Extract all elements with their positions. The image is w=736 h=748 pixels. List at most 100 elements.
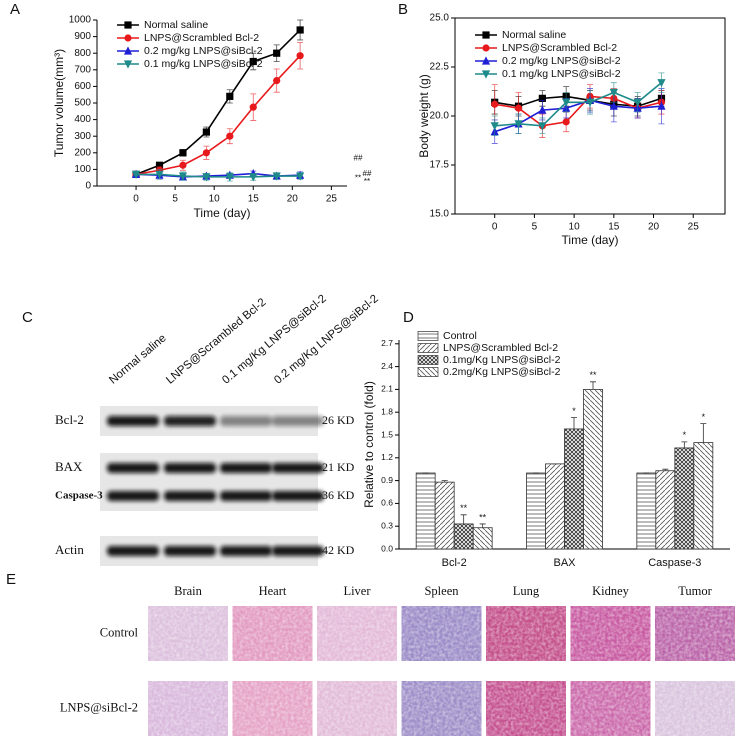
y-tick-label: 1000 <box>69 15 92 26</box>
histology-texture <box>570 681 651 736</box>
bar <box>526 472 546 550</box>
lane-label: 0.1 mg/Kg LNPS@siBcl-2 <box>220 293 329 387</box>
blot-band <box>272 546 324 556</box>
panel-label: E <box>6 571 16 588</box>
histology-texture <box>570 606 651 661</box>
marker <box>538 94 546 102</box>
significance: ** <box>460 503 468 513</box>
marker <box>124 21 132 29</box>
marker <box>609 101 618 110</box>
marker <box>226 92 234 100</box>
significance: * <box>683 430 687 440</box>
x-tick-label: 0 <box>492 222 498 233</box>
legend-label: Control <box>443 330 477 342</box>
marker <box>179 149 187 157</box>
bar <box>415 472 436 550</box>
bar <box>564 428 584 550</box>
y-tick-label: 0.3 <box>381 520 393 530</box>
band-size: 21 KD <box>322 460 355 474</box>
significance: * <box>572 406 576 416</box>
y-axis-label: Tumor volume(mm³) <box>52 49 66 157</box>
y-tick-label: 0.0 <box>381 543 393 553</box>
y-tick-label: 15.0 <box>430 209 450 220</box>
x-tick-label: 15 <box>248 194 260 205</box>
marker <box>482 31 490 39</box>
histology-texture <box>148 681 228 736</box>
blot-band <box>164 546 216 556</box>
marker <box>657 79 666 88</box>
lane-label: 0.2 mg/Kg LNPS@siBcl-2 <box>272 293 381 387</box>
y-tick-label: 22.5 <box>430 62 450 73</box>
marker <box>155 170 164 179</box>
x-tick-label: 20 <box>287 194 299 205</box>
x-tick-label: 25 <box>326 194 338 205</box>
y-tick-label: 1.5 <box>381 429 393 439</box>
x-axis-label: Time (day) <box>562 233 619 247</box>
blot-band <box>272 416 324 426</box>
marker <box>249 173 258 182</box>
bar <box>655 470 676 550</box>
marker <box>202 128 210 136</box>
legend-swatch <box>417 367 439 377</box>
marker <box>124 34 132 42</box>
histology-texture <box>232 681 313 736</box>
tissue-label: Tumor <box>678 584 712 598</box>
y-tick-label: 25.0 <box>430 13 450 24</box>
histology-texture <box>401 681 482 736</box>
histology-texture <box>655 681 735 736</box>
lane-label: Normal saline <box>107 332 169 386</box>
marker <box>226 132 234 140</box>
y-tick-label: 0.6 <box>381 498 393 508</box>
band-size: 36 KD <box>322 488 355 502</box>
significance: ** <box>589 370 597 380</box>
y-axis-label: Relative to control (fold) <box>362 381 376 508</box>
bar <box>472 527 493 550</box>
marker <box>562 118 570 126</box>
error-bar <box>441 480 448 483</box>
y-tick-label: 2.7 <box>381 338 393 348</box>
blot-band <box>107 546 159 556</box>
marker <box>538 122 547 131</box>
error-bar <box>479 523 486 528</box>
tissue-label: Heart <box>259 584 287 598</box>
y-tick-label: 2.1 <box>381 384 393 394</box>
y-tick-label: 17.5 <box>430 160 450 171</box>
y-tick-label: 100 <box>74 164 91 175</box>
marker <box>296 52 304 60</box>
marker <box>273 76 281 85</box>
marker <box>273 49 281 57</box>
series-line <box>494 82 662 127</box>
annotation: ** <box>364 177 370 186</box>
x-tick-label: 10 <box>569 222 581 233</box>
panel-label: D <box>403 309 414 326</box>
panel-label: B <box>398 1 408 18</box>
blot-band <box>272 491 324 501</box>
y-tick-label: 900 <box>74 31 91 42</box>
marker <box>272 172 281 181</box>
error-bar <box>590 381 596 390</box>
legend-label: LNPS@Scrambled Bcl-2 <box>443 342 558 354</box>
histology-texture <box>148 606 228 661</box>
legend-swatch <box>417 355 439 365</box>
series-line <box>494 95 662 127</box>
marker <box>131 170 141 179</box>
y-tick-label: 200 <box>74 147 91 158</box>
bar <box>674 447 695 550</box>
marker <box>538 105 547 114</box>
marker <box>225 173 234 182</box>
histology-texture <box>317 681 397 736</box>
y-tick-label: 800 <box>74 48 91 59</box>
tissue-label: Brain <box>174 584 203 598</box>
panel-label: A <box>10 1 20 18</box>
bar <box>583 388 603 550</box>
legend-label: 0.2 mg/kg LNPS@siBcl-2 <box>144 45 263 57</box>
x-tick-label: 15 <box>608 222 620 233</box>
marker <box>481 56 491 65</box>
annotation: ## <box>354 153 363 162</box>
marker <box>481 70 491 79</box>
lane-label: LNPS@Scrambled Bcl-2 <box>164 296 268 386</box>
y-tick-label: 300 <box>74 131 91 142</box>
error-bar <box>662 468 669 471</box>
x-tick-label: BAX <box>553 557 576 569</box>
marker <box>490 122 499 131</box>
